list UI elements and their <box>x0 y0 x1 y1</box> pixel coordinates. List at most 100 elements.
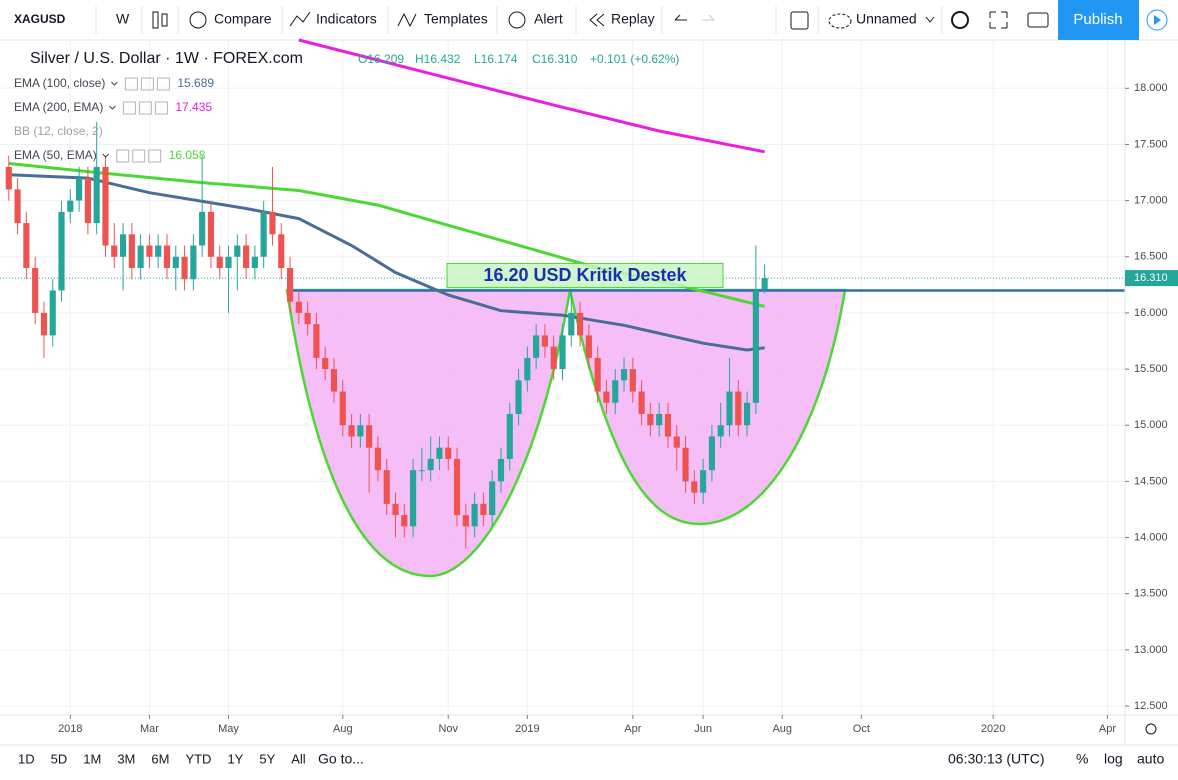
x-tick-label: Aug <box>772 723 792 735</box>
candle-body <box>524 357 531 381</box>
axis-settings[interactable] <box>1145 723 1157 735</box>
range-button[interactable]: 5Y <box>259 751 275 766</box>
cup-left <box>285 288 572 578</box>
checkbox[interactable] <box>790 11 809 30</box>
legend-button[interactable] <box>116 149 130 163</box>
redo[interactable] <box>702 14 715 21</box>
legend-button[interactable] <box>156 77 170 91</box>
legend-name[interactable]: EMA (100, close) <box>14 76 105 90</box>
publish-button[interactable] <box>1058 0 1139 40</box>
y-tick-label: 14.000 <box>1134 531 1168 543</box>
range-button[interactable]: All <box>291 751 306 766</box>
publish[interactable]: Publish <box>1073 11 1122 28</box>
fullscreen[interactable] <box>989 11 1008 29</box>
legend-caret <box>109 105 116 110</box>
support-label: 16.20 USD Kritik Destek <box>483 265 687 285</box>
candle-body <box>286 267 294 302</box>
range-button[interactable]: 1M <box>83 751 101 766</box>
clock: 06:30:13 (UTC) <box>948 751 1044 767</box>
layout-name[interactable]: Unnamed <box>856 11 917 27</box>
indicators-icon <box>289 11 311 27</box>
dropdown[interactable] <box>925 16 935 23</box>
legend-button[interactable] <box>122 101 136 115</box>
y-tick-label: 16.000 <box>1134 307 1168 319</box>
legend-button[interactable] <box>132 149 146 163</box>
symbol[interactable]: XAGUSD <box>14 12 66 26</box>
templates[interactable]: Templates <box>424 11 488 27</box>
candle-body <box>163 245 171 268</box>
candle-body <box>533 335 540 358</box>
candle-body <box>295 301 302 313</box>
replay-icon <box>589 13 605 27</box>
candle-body <box>366 425 373 448</box>
candle-body <box>515 380 522 415</box>
range-button[interactable]: 3M <box>117 751 135 766</box>
candle-body <box>357 425 364 437</box>
x-tick-label: 2018 <box>58 723 82 735</box>
candle-body <box>585 335 592 358</box>
ohlc-high: H16.432 <box>415 52 461 66</box>
candle-body <box>568 312 575 336</box>
legend-button[interactable] <box>148 149 162 163</box>
auto[interactable]: auto <box>1137 751 1164 767</box>
legend-button[interactable] <box>124 77 138 91</box>
replay[interactable]: Replay <box>611 11 655 27</box>
range-button[interactable]: 1Y <box>227 751 243 766</box>
candle-body <box>216 256 223 268</box>
candle-body <box>58 211 65 291</box>
candle-body <box>638 391 645 415</box>
settings[interactable] <box>951 11 969 29</box>
legend-name[interactable]: EMA (50, EMA) <box>14 148 97 162</box>
play[interactable] <box>1146 9 1168 31</box>
candle-body <box>172 256 179 268</box>
indicator-line <box>298 38 765 154</box>
ohlc-change: +0.101 (+0.62%) <box>590 52 679 66</box>
undo[interactable] <box>674 14 687 21</box>
candle-body <box>269 211 276 235</box>
indicators[interactable]: Indicators <box>316 11 377 27</box>
alert[interactable]: Alert <box>534 11 563 27</box>
snapshot[interactable] <box>1027 12 1049 28</box>
interval[interactable]: W <box>116 11 130 27</box>
candle-body <box>348 425 355 437</box>
indicator-line <box>8 173 765 352</box>
x-tick-label: Nov <box>438 723 458 735</box>
goto[interactable]: Go to... <box>318 751 364 767</box>
candles-icon[interactable] <box>152 11 168 29</box>
legend-hidden[interactable]: BB (12, close, 2) <box>14 124 103 138</box>
candle-body <box>726 391 733 426</box>
range-button[interactable]: 1D <box>18 751 35 766</box>
candle-body <box>32 267 39 313</box>
candle-body <box>656 414 663 426</box>
chart-title: Silver / U.S. Dollar · 1W · FOREX.com <box>30 50 303 67</box>
legend-button[interactable] <box>154 101 168 115</box>
play-icon <box>1154 15 1161 25</box>
x-tick-label: May <box>218 723 239 735</box>
legend-button[interactable] <box>138 101 152 115</box>
candle-body <box>647 414 654 426</box>
candle-body <box>225 256 232 268</box>
compare[interactable]: Compare <box>214 11 272 27</box>
cloud-icon <box>828 13 852 29</box>
candle-body <box>330 369 338 392</box>
range-button[interactable]: 6M <box>151 751 169 766</box>
candle-body <box>49 290 56 336</box>
candle-body <box>243 245 250 268</box>
legend-caret <box>102 153 110 158</box>
candle-body <box>111 245 118 257</box>
legend-button[interactable] <box>140 77 154 91</box>
y-tick-label: 18.000 <box>1134 82 1168 94</box>
percent[interactable]: % <box>1076 751 1088 767</box>
candle-body <box>5 166 12 190</box>
candle-body <box>629 369 636 392</box>
candle-body <box>128 234 135 268</box>
legend-name[interactable]: EMA (200, EMA) <box>14 100 103 114</box>
candle-body <box>102 166 109 246</box>
candle-body <box>480 503 487 516</box>
log[interactable]: log <box>1104 751 1123 767</box>
range-button[interactable]: 5D <box>51 751 68 766</box>
y-tick-label: 17.000 <box>1134 195 1168 207</box>
range-button[interactable]: YTD <box>185 751 211 766</box>
candle-body <box>559 335 566 370</box>
candle-body <box>664 414 672 437</box>
